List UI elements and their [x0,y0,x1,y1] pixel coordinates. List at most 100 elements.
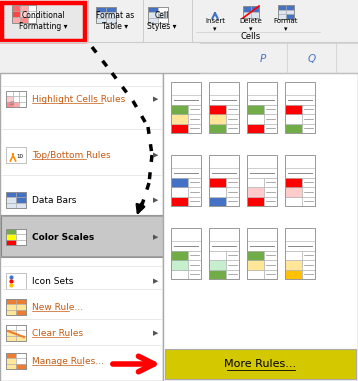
Bar [158,12,168,18]
Text: Format
▾: Format ▾ [274,18,298,32]
Bar [226,197,239,206]
Bar [251,12,259,18]
Text: Delete
▾: Delete ▾ [240,18,262,32]
Text: ▶: ▶ [153,96,159,102]
Bar [285,241,315,250]
Bar [243,6,259,18]
Bar [171,187,188,197]
Bar [263,104,277,114]
Bar [6,240,16,245]
Bar [226,260,239,269]
Bar [16,197,26,203]
Bar [148,12,158,18]
Bar [171,260,188,269]
Bar [16,359,26,364]
Bar [247,250,263,260]
Bar [16,310,26,315]
Bar [171,250,188,260]
Bar [12,5,20,11]
Bar [16,234,26,240]
Bar [285,197,301,206]
Bar [6,91,13,96]
Bar [20,11,28,17]
Bar [209,269,226,279]
Bar [251,6,259,12]
Bar [28,5,36,11]
Bar [209,178,226,187]
Bar [171,104,188,114]
Bar [226,187,239,197]
Text: Icon Sets: Icon Sets [32,277,73,285]
Text: Cells: Cells [241,32,261,40]
Bar [209,187,226,197]
Bar [209,241,239,250]
Bar [16,203,26,208]
Bar [301,197,315,206]
FancyBboxPatch shape [2,3,84,40]
Bar [171,123,188,133]
Bar [301,269,315,279]
Bar [171,228,201,279]
Bar [171,178,188,187]
Text: Q: Q [308,54,316,64]
Bar [263,197,277,206]
Bar [243,6,251,12]
Bar [263,250,277,260]
Bar [285,155,315,206]
Bar [148,7,158,12]
Bar [16,240,26,245]
Bar [0,73,163,381]
Bar [247,260,263,269]
Bar [209,197,226,206]
Bar [301,104,315,114]
Bar [6,353,26,369]
Bar [247,82,277,133]
Bar [16,299,26,304]
Bar [209,168,239,178]
Bar [247,187,263,197]
Bar [96,18,106,23]
Bar [209,260,226,269]
Bar [1,2,85,41]
Bar [0,0,358,41]
Text: ▶: ▶ [153,152,159,158]
Bar [6,299,16,304]
Bar [285,178,301,187]
Bar [188,114,201,123]
Bar [6,304,16,310]
Bar [247,269,263,279]
Bar [6,353,16,359]
Bar [263,187,277,197]
Bar [28,17,36,23]
Bar [209,95,239,104]
Bar [209,82,239,133]
Bar [16,229,26,234]
Bar [263,178,277,187]
Text: Format as
Table ▾: Format as Table ▾ [96,11,134,31]
Bar [209,250,226,260]
Bar [6,147,26,163]
Bar [6,273,26,289]
Text: P: P [260,54,266,64]
Text: Color Scales: Color Scales [32,232,94,242]
Bar [247,178,263,187]
Bar [6,330,16,336]
Bar [16,353,26,359]
Bar [263,269,277,279]
Bar [285,187,301,197]
Bar [6,96,13,102]
Bar [96,7,116,23]
Bar [13,91,19,96]
Text: Top/Bottom Rules: Top/Bottom Rules [32,150,111,160]
Bar [247,104,263,114]
Bar [6,310,16,315]
Bar [247,114,263,123]
Bar [226,123,239,133]
Bar [171,168,201,178]
Bar [188,178,201,187]
Bar [106,18,116,23]
Bar [171,95,201,104]
Bar [171,82,201,133]
Bar [13,102,19,107]
Text: Insert
▾: Insert ▾ [205,18,225,32]
